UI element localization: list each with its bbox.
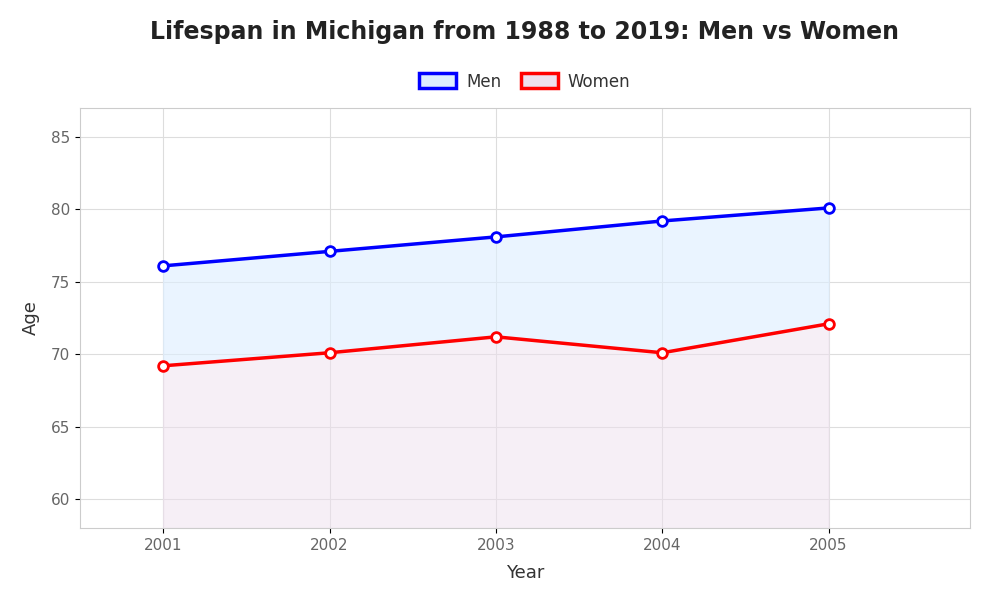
Title: Lifespan in Michigan from 1988 to 2019: Men vs Women: Lifespan in Michigan from 1988 to 2019: … <box>150 20 900 44</box>
Y-axis label: Age: Age <box>22 301 40 335</box>
X-axis label: Year: Year <box>506 564 544 582</box>
Legend: Men, Women: Men, Women <box>413 66 637 97</box>
